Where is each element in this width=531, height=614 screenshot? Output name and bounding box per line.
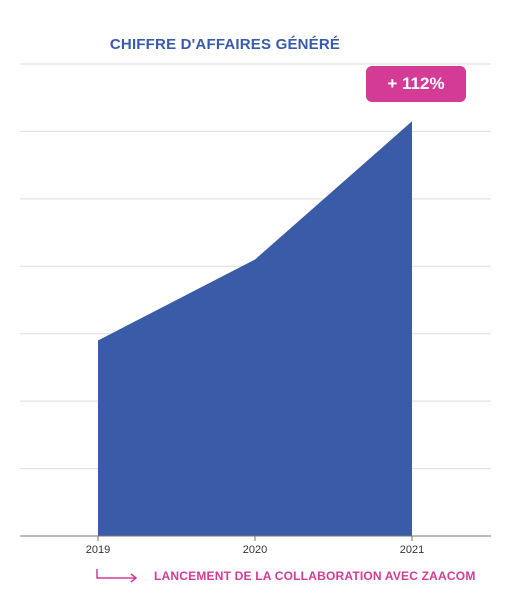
growth-badge: + 112% bbox=[366, 66, 466, 102]
growth-badge-text: + 112% bbox=[387, 74, 445, 93]
area-series bbox=[98, 121, 412, 537]
x-axis-ticks bbox=[97, 536, 413, 541]
footer-text: LANCEMENT DE LA COLLABORATION AVEC ZAACO… bbox=[154, 569, 476, 583]
x-tick-label-2020: 2020 bbox=[243, 544, 267, 556]
x-tick-label-2019: 2019 bbox=[86, 544, 110, 556]
arrow-right-icon bbox=[96, 569, 138, 583]
x-tick-label-2021: 2021 bbox=[400, 544, 424, 556]
chart-title: CHIFFRE D'AFFAIRES GÉNÉRÉ bbox=[109, 36, 341, 53]
footer-note: LANCEMENT DE LA COLLABORATION AVEC ZAACO… bbox=[96, 568, 476, 584]
x-axis-labels: 2019 2020 2021 bbox=[86, 544, 424, 556]
